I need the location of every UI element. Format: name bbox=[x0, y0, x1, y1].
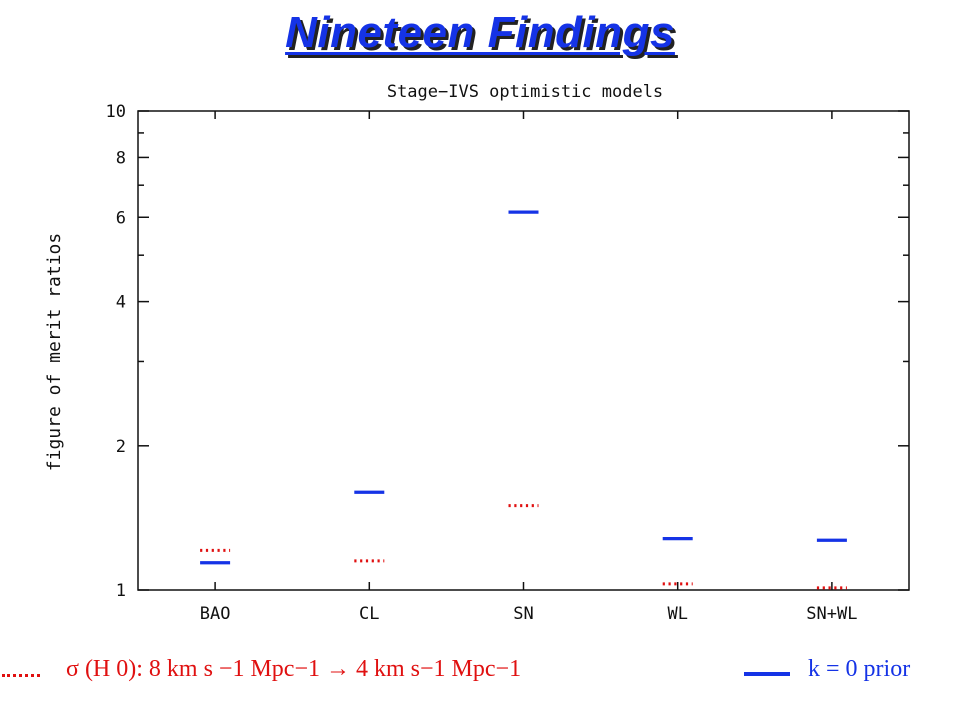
legend-solid-swatch bbox=[744, 672, 790, 676]
y-tick-label: 6 bbox=[116, 208, 126, 228]
y-tick-label: 1 bbox=[116, 581, 126, 601]
chart-title: Stage−IVS optimistic models bbox=[387, 82, 663, 102]
chart: Stage−IVS optimistic models figure of me… bbox=[44, 82, 910, 624]
y-axis-label: figure of merit ratios bbox=[44, 233, 65, 471]
y-tick-label: 8 bbox=[116, 148, 126, 168]
x-tick-label: SN+WL bbox=[806, 604, 857, 624]
legend-h0-label: σ (H 0): 8 km s −1 Mpc−1 → 4 km s−1 Mpc−… bbox=[66, 656, 522, 682]
x-tick-label: CL bbox=[359, 604, 379, 624]
x-tick-label: SN bbox=[513, 604, 533, 624]
y-tick-label: 10 bbox=[106, 102, 126, 122]
slide-title: Nineteen Findings bbox=[285, 8, 675, 57]
y-tick-label: 2 bbox=[116, 437, 126, 457]
legend-dotted-swatch bbox=[2, 674, 40, 677]
x-tick-label: BAO bbox=[200, 604, 231, 624]
legend: σ (H 0): 8 km s −1 Mpc−1 → 4 km s−1 Mpc−… bbox=[0, 652, 960, 692]
y-tick-label: 4 bbox=[116, 293, 126, 313]
x-tick-label: WL bbox=[667, 604, 687, 624]
legend-k-prior-label: k = 0 prior bbox=[808, 656, 911, 682]
plot-frame bbox=[137, 110, 910, 591]
